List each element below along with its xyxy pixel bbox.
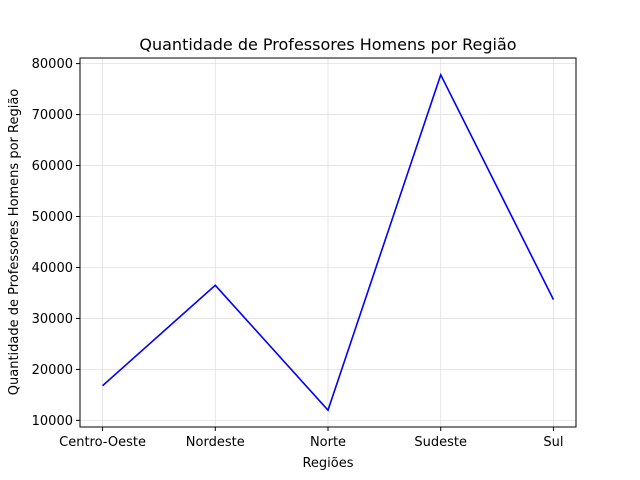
x-axis-label: Regiões [302,456,353,471]
series-layer [102,72,555,412]
x-tick-label: Sul [543,435,563,450]
y-tick-label: 60000 [32,159,73,174]
series-line [102,72,555,412]
x-tick-label: Centro-Oeste [59,435,146,450]
x-tick-label: Norte [310,435,346,450]
y-tick-label: 10000 [32,414,73,429]
grid-lines [80,58,576,427]
x-tick-label: Sudeste [414,435,467,450]
y-tick-label: 30000 [32,312,73,327]
y-tick-label: 20000 [32,363,73,378]
y-tick-label: 80000 [32,57,73,72]
y-tick-label: 40000 [32,261,73,276]
x-axis-ticks: Centro-Oeste Nordeste Norte Sudeste Sul [59,427,564,450]
y-tick-label: 70000 [32,108,73,123]
y-axis-ticks: 10000 20000 30000 40000 50000 60000 70000 80000 [32,57,80,429]
y-tick-label: 50000 [32,210,73,225]
chart-title: Quantidade de Professores Homens por Reg… [139,35,516,54]
x-tick-label: Nordeste [186,435,245,450]
y-axis-label: Quantidade de Professores Homens por Reg… [7,89,22,396]
